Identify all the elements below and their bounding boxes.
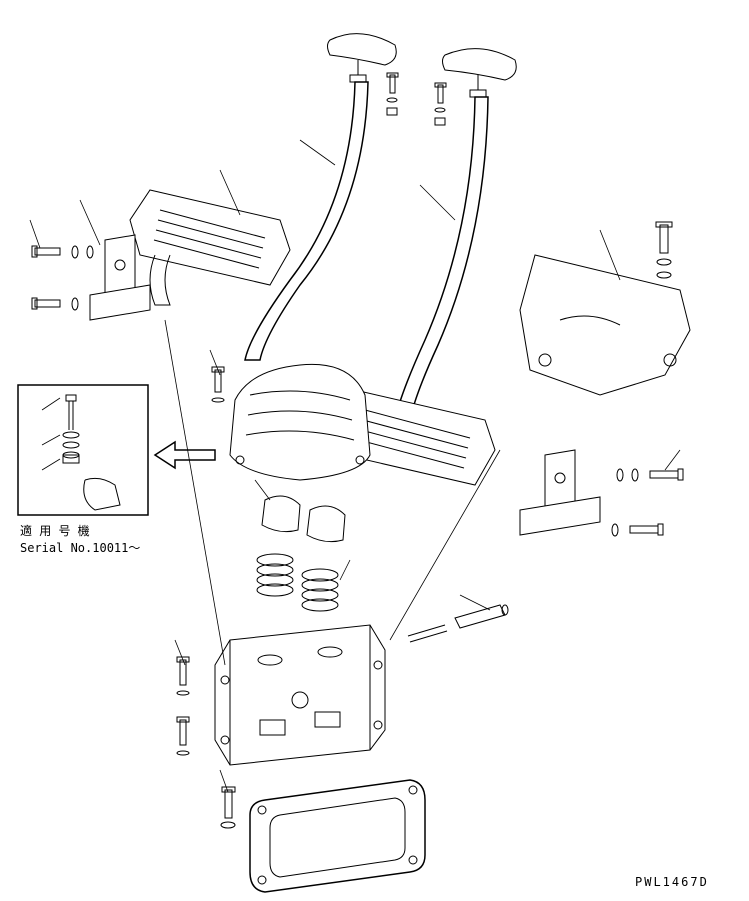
spring-right <box>302 569 338 611</box>
spring-left <box>257 554 293 596</box>
reference-arrow <box>155 442 215 468</box>
cam-left <box>262 496 300 532</box>
right-support-cover <box>520 255 690 395</box>
center-cover <box>230 364 370 480</box>
valve-pin <box>408 605 508 642</box>
drawing-number: PWL1467D <box>635 875 709 889</box>
left-lever <box>245 34 396 360</box>
lever-bolt-left <box>387 73 398 115</box>
right-lever <box>395 49 516 420</box>
valve-bolt-left <box>177 657 189 695</box>
cover-bolt-left <box>212 367 224 402</box>
left-bolt-set-1 <box>32 246 93 258</box>
inset-box <box>18 385 148 515</box>
serial-label-jp: 適 用 号 機 <box>20 522 90 539</box>
valve-body <box>215 625 385 765</box>
left-pedal <box>130 190 290 305</box>
lever-bolt-right <box>435 83 446 125</box>
right-bracket <box>520 450 600 535</box>
serial-label-en: Serial No.10011～ <box>20 539 140 556</box>
parts-diagram: 適 用 号 機 Serial No.10011～ PWL1467D <box>0 0 749 901</box>
right-bolt-top <box>656 222 672 278</box>
right-bolt-set-1 <box>617 469 683 481</box>
base-plate <box>250 780 425 892</box>
left-bolt-set-2 <box>32 298 78 310</box>
inset-detail <box>42 395 120 510</box>
bottom-bolt <box>221 787 235 828</box>
cam-right <box>307 506 345 542</box>
valve-bolt-left-2 <box>177 717 189 755</box>
diagram-svg <box>0 0 749 901</box>
right-bolt-set-2 <box>612 524 663 536</box>
